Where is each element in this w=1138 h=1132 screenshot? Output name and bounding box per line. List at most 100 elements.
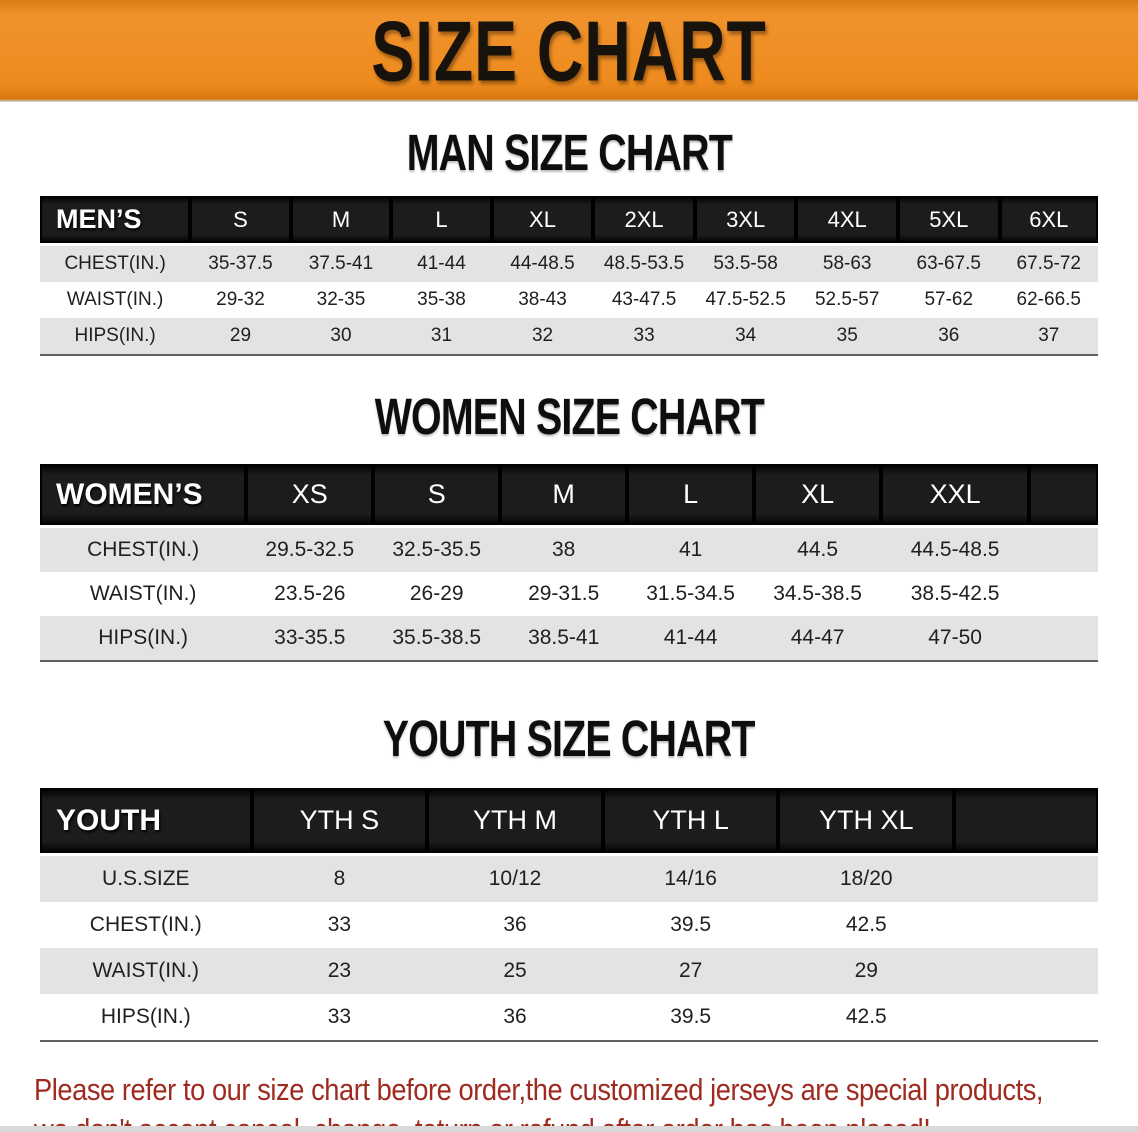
- measurement-row-label: WAIST(IN.): [40, 282, 191, 318]
- youth-section-heading-text: YOUTH SIZE CHART: [383, 711, 756, 768]
- measurement-value: 32-35: [290, 282, 392, 318]
- measurement-row-label: CHEST(IN.): [40, 244, 191, 282]
- womens-size-table-grid: WOMEN’S XS S M L XL XXL CHEST(IN.) 29.5-32.5 32.5…: [40, 464, 1098, 662]
- measurement-value: 42.5: [778, 902, 955, 948]
- measurement-value: 23.5-26: [246, 572, 374, 616]
- table-header-row: WOMEN’S XS S M L XL XXL: [40, 464, 1098, 528]
- measurement-row-label: HIPS(IN.): [40, 616, 247, 661]
- measurement-row-label: WAIST(IN.): [40, 572, 247, 616]
- measurement-value: 33-35.5: [246, 616, 374, 661]
- measurement-value: 14/16: [602, 854, 779, 902]
- youth-size-table-grid: YOUTH YTH S YTH M YTH L YTH XL U.S.SIZE 8 10/12…: [40, 788, 1098, 1042]
- size-column-header: XL: [491, 196, 594, 246]
- measurement-value: 32: [491, 318, 594, 355]
- table-row: U.S.SIZE 8 10/12 14/16 18/20: [40, 854, 1098, 902]
- measurement-value: 34.5-38.5: [754, 572, 882, 616]
- measurement-value: 48.5-53.5: [593, 244, 695, 282]
- filler-cell: [1029, 526, 1098, 572]
- measurement-value: 35: [796, 318, 898, 355]
- measurement-value: 8: [251, 854, 428, 902]
- table-row: HIPS(IN.) 33 36 39.5 42.5: [40, 994, 1098, 1041]
- measurement-value: 57-62: [897, 282, 1000, 318]
- measurement-value: 29: [190, 318, 291, 355]
- table-row: CHEST(IN.) 29.5-32.5 32.5-35.5 38 41 44.5 44.5…: [40, 526, 1098, 572]
- measurement-value: 38.5-41: [500, 616, 628, 661]
- size-column-header: S: [373, 464, 501, 528]
- measurement-value: 31.5-34.5: [627, 572, 755, 616]
- measurement-value: 39.5: [602, 902, 779, 948]
- table-row: CHEST(IN.) 35-37.5 37.5-41 41-44 44-48.5 48.5…: [40, 244, 1098, 282]
- measurement-value: 38: [500, 526, 628, 572]
- size-column-header: 3XL: [694, 196, 797, 246]
- size-column-header: S: [190, 196, 291, 246]
- filler-cell: [1029, 572, 1098, 616]
- table-header-row: MEN’S S M L XL 2XL 3XL 4XL 5XL 6XL: [40, 196, 1098, 246]
- measurement-value: 44-47: [754, 616, 882, 661]
- filler-header-cell: [954, 788, 1098, 856]
- measurement-value: 41: [627, 526, 755, 572]
- measurement-value: 10/12: [427, 854, 603, 902]
- table-row: WAIST(IN.) 23 25 27 29: [40, 948, 1098, 994]
- table-row: CHEST(IN.) 33 36 39.5 42.5: [40, 902, 1098, 948]
- measurement-value: 42.5: [778, 994, 955, 1041]
- measurement-value: 37.5-41: [290, 244, 392, 282]
- measurement-value: 37: [999, 318, 1098, 355]
- measurement-value: 52.5-57: [796, 282, 898, 318]
- size-column-header: L: [627, 464, 755, 528]
- measurement-value: 44.5-48.5: [881, 526, 1030, 572]
- measurement-value: 41-44: [391, 244, 492, 282]
- size-column-header: YTH S: [251, 788, 428, 856]
- size-column-header: 5XL: [897, 196, 1000, 246]
- measurement-value: 29: [778, 948, 955, 994]
- measurement-value: 47.5-52.5: [694, 282, 797, 318]
- measurement-value: 29-31.5: [500, 572, 628, 616]
- measurement-value: 35-37.5: [190, 244, 291, 282]
- measurement-value: 31: [391, 318, 492, 355]
- table-row: HIPS(IN.) 29 30 31 32 33 34 35 36 37: [40, 318, 1098, 355]
- table-header-row: YOUTH YTH S YTH M YTH L YTH XL: [40, 788, 1098, 856]
- measurement-row-label: WAIST(IN.): [40, 948, 252, 994]
- measurement-value: 35.5-38.5: [373, 616, 501, 661]
- measurement-value: 53.5-58: [694, 244, 797, 282]
- measurement-row-label: U.S.SIZE: [40, 854, 252, 902]
- measurement-value: 25: [427, 948, 603, 994]
- size-column-header: XXL: [881, 464, 1030, 528]
- womens-size-table: WOMEN’S XS S M L XL XXL CHEST(IN.) 29.5-32.5 32.5…: [40, 464, 1098, 662]
- table-corner-label: YOUTH: [40, 788, 252, 856]
- measurement-value: 33: [593, 318, 695, 355]
- page-title: SIZE CHART: [371, 3, 767, 99]
- youth-size-table: YOUTH YTH S YTH M YTH L YTH XL U.S.SIZE 8 10/12…: [40, 788, 1098, 1042]
- measurement-row-label: CHEST(IN.): [40, 526, 247, 572]
- measurement-value: 23: [251, 948, 428, 994]
- measurement-value: 39.5: [602, 994, 779, 1041]
- mens-size-table-grid: MEN’S S M L XL 2XL 3XL 4XL 5XL 6XL CHEST(IN.) 35-37…: [40, 196, 1098, 356]
- filler-cell: [954, 994, 1098, 1041]
- filler-cell: [954, 902, 1098, 948]
- measurement-value: 47-50: [881, 616, 1030, 661]
- measurement-value: 41-44: [627, 616, 755, 661]
- youth-section-heading: YOUTH SIZE CHART: [0, 711, 1138, 768]
- measurement-row-label: HIPS(IN.): [40, 318, 191, 355]
- filler-cell: [954, 948, 1098, 994]
- men-section-heading: MAN SIZE CHART: [0, 128, 1138, 179]
- women-section-heading: WOMEN SIZE CHART: [0, 392, 1138, 443]
- mens-size-table: MEN’S S M L XL 2XL 3XL 4XL 5XL 6XL CHEST(IN.) 35-37…: [40, 196, 1098, 356]
- title-banner: SIZE CHART: [0, 0, 1138, 102]
- measurement-value: 30: [290, 318, 392, 355]
- measurement-value: 35-38: [391, 282, 492, 318]
- disclaimer-line-1: Please refer to our size chart before or…: [34, 1072, 1044, 1107]
- size-column-header: 2XL: [593, 196, 695, 246]
- size-column-header: YTH XL: [778, 788, 955, 856]
- measurement-value: 33: [251, 994, 428, 1041]
- size-column-header: M: [500, 464, 628, 528]
- measurement-value: 36: [427, 902, 603, 948]
- size-column-header: XS: [246, 464, 374, 528]
- measurement-value: 67.5-72: [999, 244, 1098, 282]
- filler-header-cell: [1029, 464, 1098, 528]
- size-column-header: YTH M: [427, 788, 603, 856]
- measurement-value: 38-43: [491, 282, 594, 318]
- measurement-value: 26-29: [373, 572, 501, 616]
- measurement-value: 33: [251, 902, 428, 948]
- bottom-edge-strip: [0, 1126, 1138, 1132]
- measurement-value: 38.5-42.5: [881, 572, 1030, 616]
